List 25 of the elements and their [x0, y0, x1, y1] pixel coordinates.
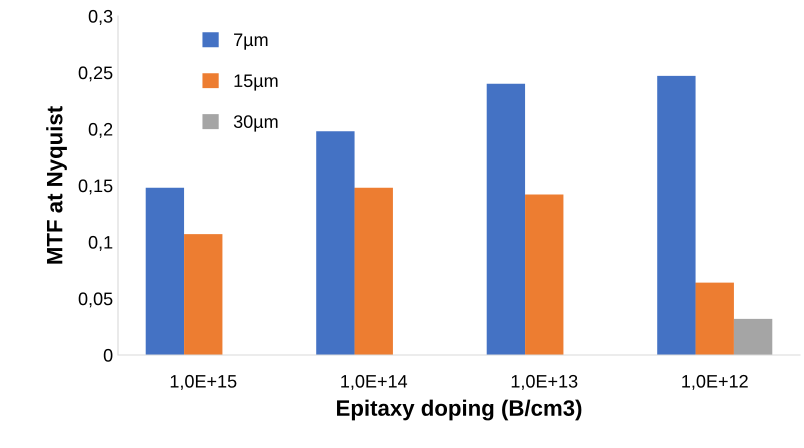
y-tick-label: 0	[104, 348, 112, 362]
y-tick-label: 0,3	[88, 10, 112, 25]
y-tick-label: 0,05	[78, 292, 112, 308]
bar	[486, 84, 526, 355]
bar	[525, 194, 564, 355]
y-tick-label: 0,2	[88, 122, 112, 138]
x-tick-label: 1,0E+12	[682, 374, 748, 390]
y-tick-label: 0,15	[78, 179, 112, 194]
legend-label: 30µm	[234, 115, 278, 132]
bar	[734, 318, 772, 355]
x-tick-label: 1,0E+15	[170, 374, 236, 390]
x-axis-title: Epitaxy doping (B/cm3)	[337, 400, 582, 420]
y-tick-label: 0,1	[88, 236, 112, 251]
legend-label: 7µm	[234, 34, 268, 50]
y-tick-label: 0,25	[78, 66, 112, 82]
x-tick-label: 1,0E+13	[512, 374, 578, 390]
legend-label: 15µm	[234, 74, 278, 91]
bar	[316, 131, 355, 355]
x-tick-label: 1,0E+14	[341, 374, 408, 390]
bar	[184, 234, 222, 355]
bar	[146, 188, 184, 355]
bar	[657, 76, 696, 355]
bar	[696, 282, 734, 355]
y-axis-title: MTF at Nyquist	[46, 106, 67, 264]
bar	[354, 188, 393, 355]
